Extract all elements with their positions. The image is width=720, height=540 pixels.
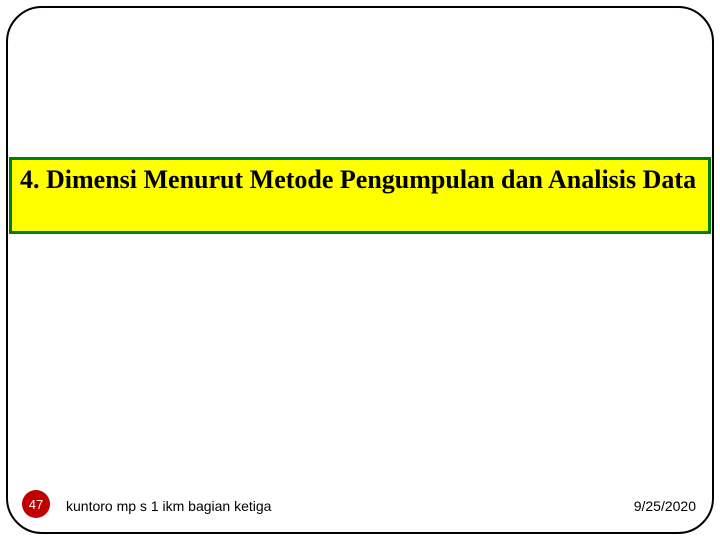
slide-number: 47	[29, 497, 43, 512]
slide-number-badge: 47	[22, 490, 50, 518]
slide-frame	[6, 6, 714, 534]
footer: 47 kuntoro mp s 1 ikm bagian ketiga 9/25…	[0, 492, 720, 518]
author-text: kuntoro mp s 1 ikm bagian ketiga	[66, 498, 271, 514]
title-banner: 4. Dimensi Menurut Metode Pengumpulan da…	[9, 157, 711, 234]
date-text: 9/25/2020	[634, 498, 696, 514]
title-text: 4. Dimensi Menurut Metode Pengumpulan da…	[20, 164, 700, 195]
